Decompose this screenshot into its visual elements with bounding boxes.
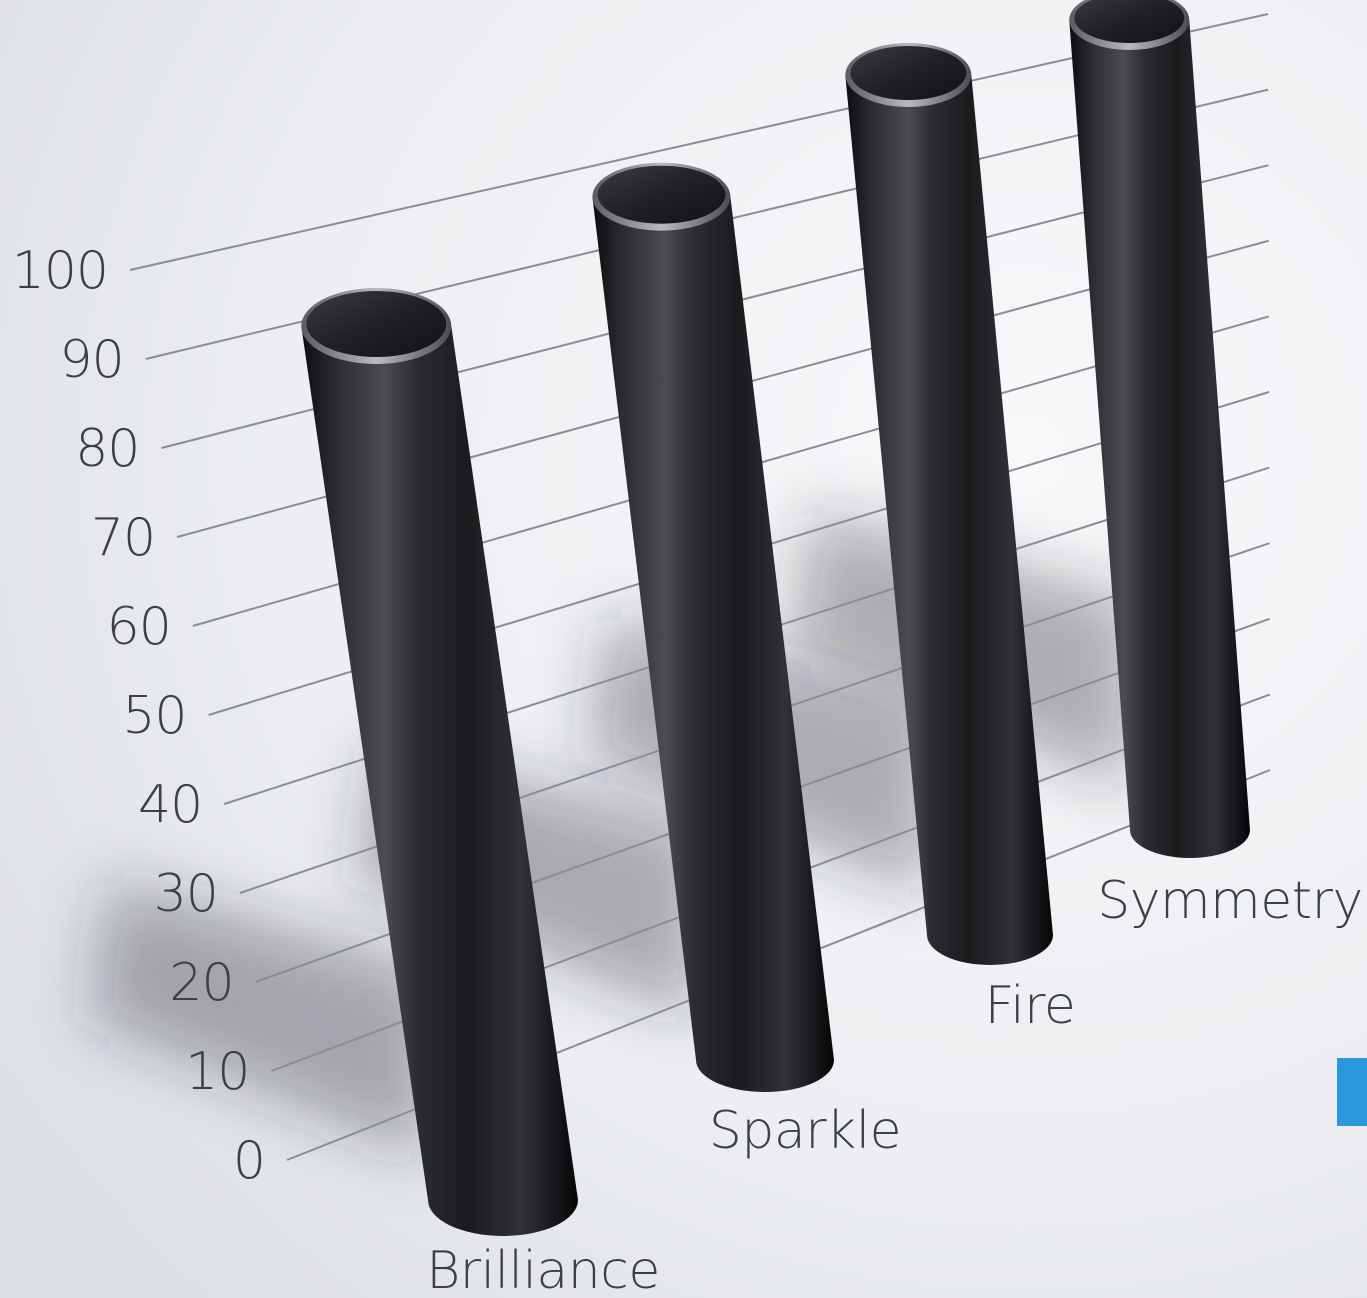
bar-top	[850, 46, 967, 100]
bar-fire	[845, 43, 1053, 965]
bar-symmetry	[1069, 0, 1250, 858]
y-tick-label: 80	[75, 419, 139, 479]
bar-top	[1074, 0, 1185, 43]
category-label: Brilliance	[426, 1241, 660, 1298]
y-tick-label: 20	[169, 953, 233, 1013]
accent-marker	[1337, 1058, 1367, 1126]
y-tick-label: 90	[60, 330, 124, 390]
y-axis-ticks: 0 10 20 30 40 50 60 70 80 90 100	[12, 241, 266, 1191]
y-tick-label: 10	[185, 1042, 249, 1102]
bar-top	[597, 165, 726, 224]
bar-body	[1069, 20, 1250, 858]
bars	[301, 0, 1250, 1236]
bar-brilliance	[301, 288, 578, 1236]
bar-shadow	[88, 880, 438, 1160]
y-tick-label: 50	[122, 686, 186, 746]
y-tick-label: 70	[91, 508, 155, 568]
y-tick-label: 0	[233, 1131, 265, 1191]
bar-body	[592, 196, 834, 1092]
category-label: Sparkle	[709, 1101, 901, 1161]
category-label: Symmetry	[1097, 871, 1363, 931]
bar-sparkle	[592, 162, 834, 1092]
y-tick-label: 60	[107, 597, 171, 657]
category-label: Fire	[985, 976, 1076, 1036]
bar-top	[306, 291, 447, 357]
y-tick-label: 40	[138, 775, 202, 835]
bar-body	[301, 326, 578, 1236]
category-labels: Brilliance Sparkle Fire Symmetry	[426, 871, 1363, 1298]
bar-body	[845, 75, 1053, 965]
y-tick-label: 30	[154, 864, 218, 924]
y-tick-label: 100	[12, 241, 108, 301]
